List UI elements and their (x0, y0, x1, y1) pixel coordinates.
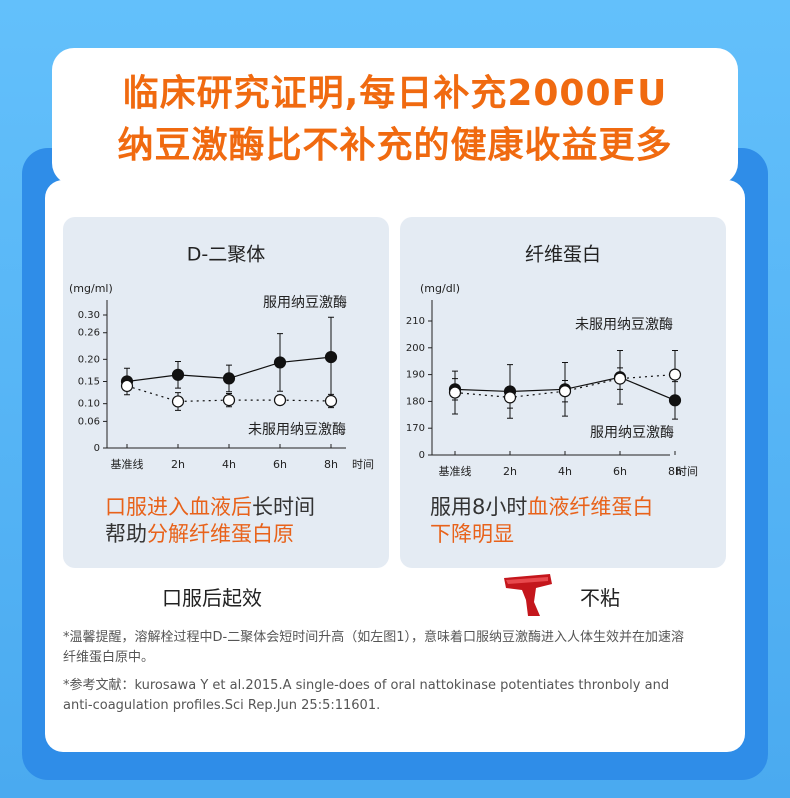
chart-title: D-二聚体 (187, 244, 266, 266)
point (668, 368, 682, 381)
caption-text: 下降明显 (430, 522, 514, 546)
chart-panel: D-二聚体 (mg/ml) 0 0.06 0.10 0.15 0.20 0.26 0.30 基准线… (63, 217, 389, 568)
point (558, 385, 572, 398)
y-unit: (mg/ml) (69, 282, 113, 295)
y-tick-label: 200 (406, 343, 425, 354)
x-tick-label: 4h (222, 458, 236, 471)
y-unit: (mg/dl) (420, 282, 460, 295)
series-label: 未服用纳豆激酶 (248, 421, 346, 438)
pan-icon (504, 574, 552, 616)
caption-text: 服用8小时 (430, 495, 528, 519)
x-tick-label: 基准线 (439, 464, 472, 478)
chart-panel: 纤维蛋白 (mg/dl) 0 170 180 190 200 210 基准线 2h 4h 6h 8h 时间… (400, 217, 726, 568)
note: *温馨提醒，溶解栓过程中D-二聚体会短时间升高（如左图1），意味着口服纳豆激酶进… (63, 630, 684, 665)
caption: 服用8小时血液纤维蛋白 下降明显 (430, 494, 653, 548)
y-tick-label: 0.26 (78, 328, 100, 339)
point (613, 372, 627, 385)
y-tick-label: 0 (94, 443, 100, 454)
y-tick-label: 0.15 (78, 377, 100, 388)
caption-line: 服用8小时血液纤维蛋白 (430, 494, 653, 521)
point (503, 391, 517, 404)
x-tick-label: 6h (613, 465, 627, 478)
point (171, 368, 185, 381)
point (222, 372, 236, 385)
x-axis-label: 时间 (676, 465, 698, 478)
y-tick-label: 0.20 (78, 354, 100, 365)
y-tick-label: 180 (406, 396, 425, 407)
y-tick-label: 0 (419, 450, 425, 461)
caption-line: 口服进入血液后长时间 (105, 494, 315, 521)
chart-title: 纤维蛋白 (525, 244, 601, 266)
point (324, 351, 338, 364)
series-label: 服用纳豆激酶 (590, 424, 674, 441)
point (448, 386, 462, 399)
x-tick-label: 2h (171, 458, 185, 471)
feature-label: 不粘 (580, 586, 620, 610)
x-axis-label: 时间 (352, 458, 374, 471)
x-tick-label: 8h (324, 458, 338, 471)
point (273, 394, 287, 407)
point (668, 394, 682, 407)
y-tick-label: 210 (406, 316, 425, 327)
caption-text: 分解纤维蛋白原 (147, 522, 294, 546)
title-line: 纳豆激酶比不补充的健康收益更多 (117, 125, 673, 166)
point (324, 394, 338, 408)
caption-text: 长时间 (252, 495, 315, 519)
point (273, 356, 287, 369)
series-label: 未服用纳豆激酶 (575, 316, 673, 333)
caption-text: 帮助 (105, 522, 147, 546)
series-label: 服用纳豆激酶 (263, 294, 347, 311)
chart: 纤维蛋白 (mg/dl) 0 170 180 190 200 210 基准线 2h 4h 6h 8h时间… (406, 244, 698, 479)
y-tick-label: 170 (406, 423, 425, 434)
caption: 口服进入血液后长时间 帮助分解纤维蛋白原 (105, 494, 315, 548)
title-line: 临床研究证明,每日补充2000FU (122, 73, 668, 114)
x-tick-label: 8h (668, 465, 682, 478)
y-tick-label: 190 (406, 370, 425, 381)
y-tick-label: 0.10 (78, 399, 100, 410)
chart: D-二聚体 (mg/ml) 0 0.06 0.10 0.15 0.20 0.26 0.30 基准线… (69, 244, 374, 472)
x-tick-label: 4h (558, 465, 572, 478)
y-tick-label: 0.30 (78, 310, 100, 321)
x-tick-label: 6h (273, 458, 287, 471)
series-line (454, 374, 676, 398)
point (222, 394, 236, 407)
point (120, 379, 134, 393)
caption-line: 帮助分解纤维蛋白原 (105, 521, 315, 548)
x-tick-label: 基准线 (111, 457, 144, 471)
caption-line: 下降明显 (430, 521, 653, 548)
caption-text: 口服进入血液后 (105, 495, 252, 519)
y-tick-label: 0.06 (78, 416, 100, 427)
feature-label: 口服后起效 (162, 586, 262, 610)
caption-text: 血液纤维蛋白 (527, 495, 654, 519)
note: *参考文献：kurosawa Y et al.2015.A single-doe… (63, 678, 670, 713)
x-tick-label: 2h (503, 465, 517, 478)
point (171, 395, 185, 408)
header: 临床研究证明,每日补充2000FU 纳豆激酶比不补充的健康收益更多 (52, 48, 738, 185)
